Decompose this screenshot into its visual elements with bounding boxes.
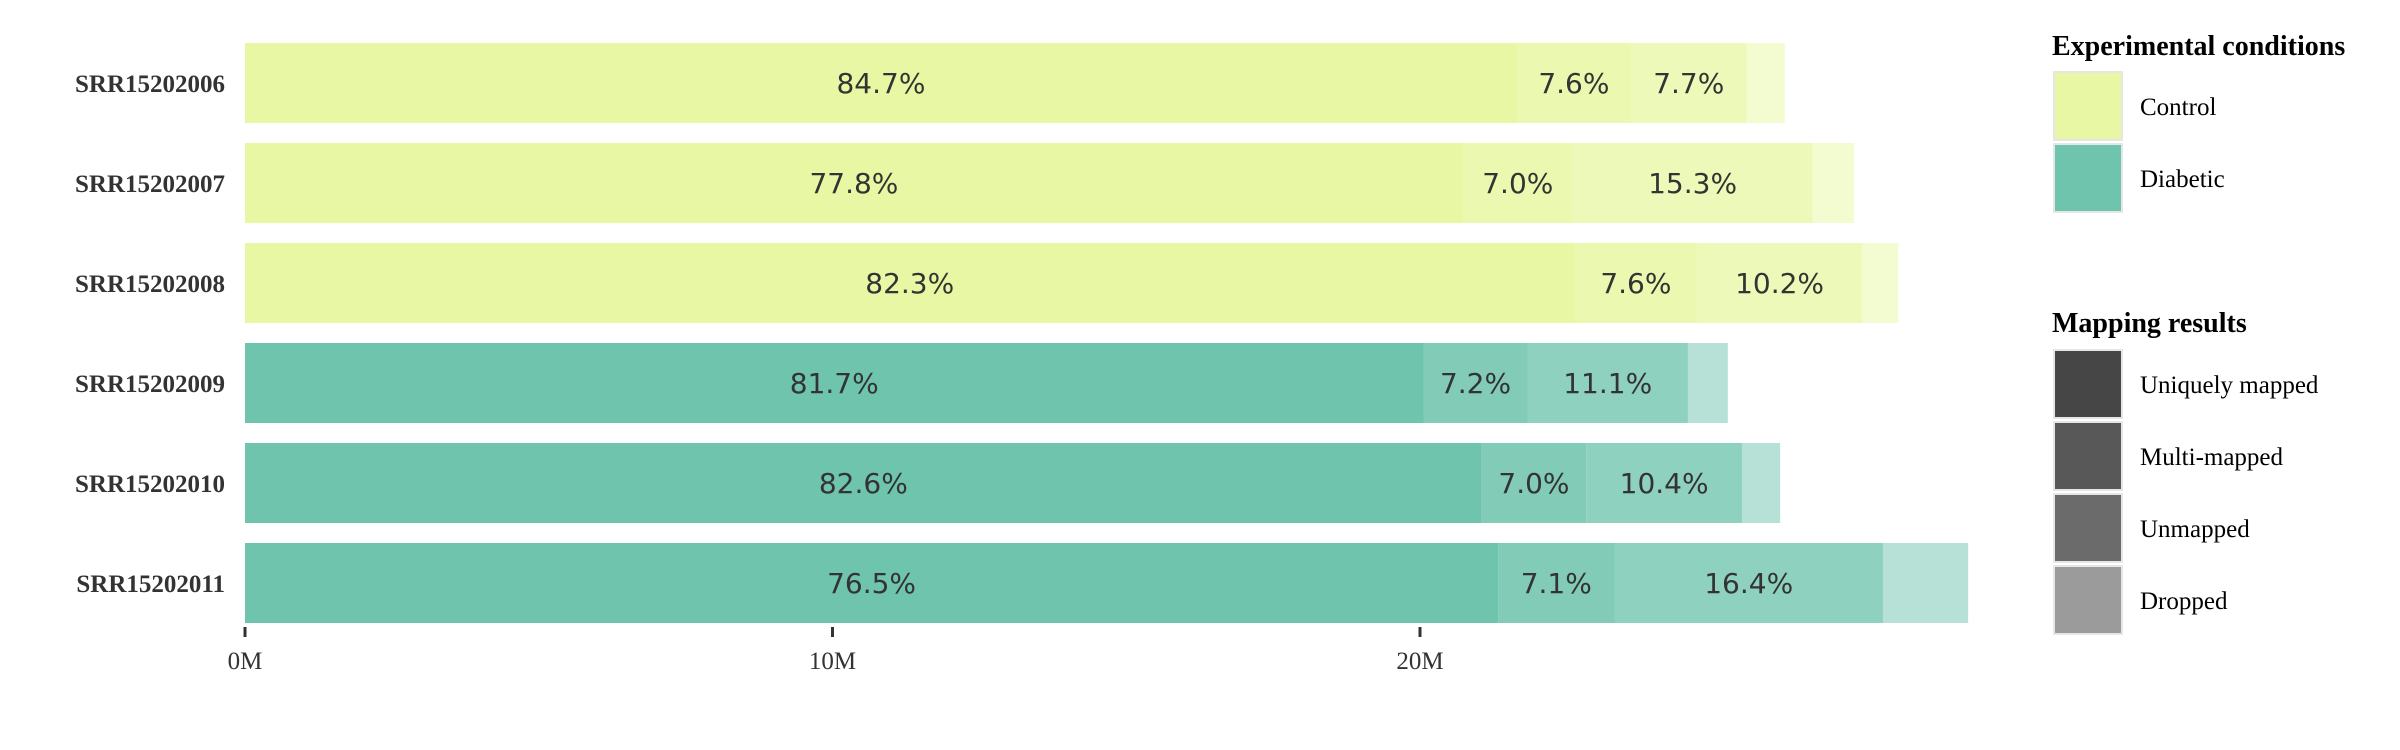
bar-data-label: 16.4% — [1704, 567, 1793, 600]
bar-data-label: 7.2% — [1440, 367, 1511, 400]
bar-segment-multi-mapped — [1423, 343, 1528, 423]
y-category-label: SRR15202009 — [75, 371, 225, 398]
bar-segment-dropped — [1746, 43, 1785, 123]
bar-segment-multi-mapped — [1481, 443, 1587, 523]
bar-segment-unmapped — [1586, 443, 1742, 523]
plot-area: 84.7% 7.6% 7.7% 77.8% 7.0% 15.3% 82.3% 7.6% 10.2… — [245, 43, 1969, 623]
legend-swatch — [2053, 349, 2123, 419]
bar-data-label: 7.0% — [1498, 467, 1569, 500]
bar-segment-dropped — [1741, 443, 1781, 523]
bar-data-label: 76.5% — [827, 567, 916, 600]
bar-data-label: 81.7% — [790, 367, 879, 400]
bar-segment-unmapped — [1630, 43, 1747, 123]
bar-segment-unmapped — [1572, 143, 1813, 223]
bar-data-label: 15.3% — [1648, 167, 1737, 200]
bar-segment-multi-mapped — [1462, 143, 1573, 223]
bar-segment-dropped — [1861, 243, 1899, 323]
bar-segment-uniquely-mapped — [245, 343, 1424, 423]
bar-segment-multi-mapped — [1498, 543, 1615, 623]
bar-segment-dropped — [1882, 543, 1969, 623]
x-tick-label: 10M — [809, 648, 856, 675]
bar-segment-uniquely-mapped — [245, 543, 1499, 623]
bar-data-label: 77.8% — [809, 167, 898, 200]
bar-data-label: 7.7% — [1653, 67, 1724, 100]
bar-data-label: 10.4% — [1620, 467, 1709, 500]
y-category-label: SRR15202011 — [76, 571, 225, 598]
bar-data-label: 82.6% — [819, 467, 908, 500]
legend-label: Uniquely mapped — [2140, 372, 2319, 399]
legend-title: Mapping results — [2052, 308, 2247, 339]
bar-data-label: 11.1% — [1563, 367, 1652, 400]
bar-segment-multi-mapped — [1574, 243, 1698, 323]
x-axis: 0M 10M 20M — [228, 627, 1444, 675]
bar-segment-unmapped — [1697, 243, 1862, 323]
x-tick-label: 0M — [228, 648, 263, 675]
bar-data-label: 7.1% — [1521, 567, 1592, 600]
x-tick-label: 20M — [1396, 648, 1443, 675]
legend-label: Control — [2140, 94, 2216, 121]
bar-data-label: 7.0% — [1482, 167, 1553, 200]
legend-label: Unmapped — [2140, 516, 2250, 543]
legend: Experimental conditions Control Diabetic Ma… — [2052, 31, 2345, 635]
legend-swatch — [2053, 493, 2123, 563]
bar-segment-unmapped — [1614, 543, 1883, 623]
bar-segment-unmapped — [1527, 343, 1688, 423]
legend-swatch — [2053, 143, 2123, 213]
bar-segment-dropped — [1812, 143, 1855, 223]
bar-data-label: 82.3% — [865, 267, 954, 300]
legend-swatch — [2053, 421, 2123, 491]
bar-data-label: 7.6% — [1600, 267, 1671, 300]
y-category-label: SRR15202006 — [75, 71, 225, 98]
legend-label: Diabetic — [2140, 166, 2225, 193]
y-axis-labels: SRR15202006 SRR15202007 SRR15202008 SRR1520… — [75, 71, 225, 598]
legend-swatch — [2053, 71, 2123, 141]
legend-label: Dropped — [2140, 588, 2228, 615]
legend-title: Experimental conditions — [2052, 31, 2345, 62]
bar-segment-dropped — [1687, 343, 1728, 423]
bar-data-label: 10.2% — [1735, 267, 1824, 300]
bar-segment-multi-mapped — [1516, 43, 1631, 123]
bar-segment-uniquely-mapped — [245, 143, 1463, 223]
bar-data-label: 7.6% — [1538, 67, 1609, 100]
y-category-label: SRR15202010 — [75, 471, 225, 498]
bar-segment-uniquely-mapped — [245, 443, 1482, 523]
bar-data-label: 84.7% — [836, 67, 925, 100]
legend-label: Multi-mapped — [2140, 444, 2284, 471]
legend-swatch — [2053, 565, 2123, 635]
bar-segment-uniquely-mapped — [245, 243, 1575, 323]
bar-segment-uniquely-mapped — [245, 43, 1517, 123]
y-category-label: SRR15202007 — [75, 171, 225, 198]
y-category-label: SRR15202008 — [75, 271, 225, 298]
